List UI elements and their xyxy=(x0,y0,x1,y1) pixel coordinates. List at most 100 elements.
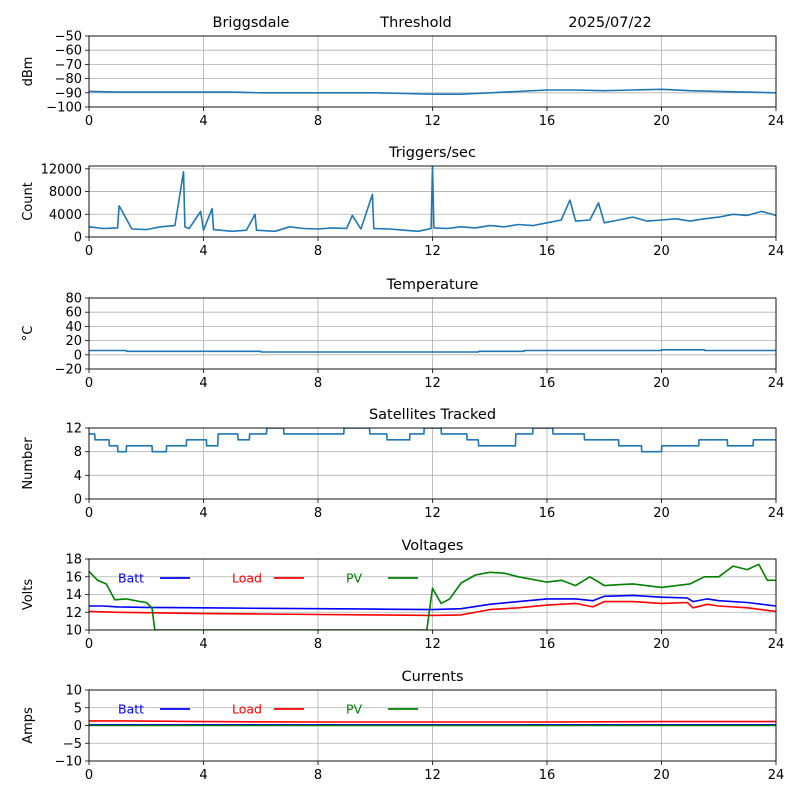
y-tick-label: 40 xyxy=(65,320,82,335)
series-line xyxy=(89,166,776,233)
y-tick-label: −60 xyxy=(55,44,82,59)
x-tick-label: 20 xyxy=(653,506,670,521)
x-tick-label: 16 xyxy=(539,244,556,259)
x-tick-label: 16 xyxy=(539,376,556,391)
legend-label: Batt xyxy=(118,702,144,717)
x-tick-label: 8 xyxy=(314,376,322,391)
x-tick-label: 0 xyxy=(85,114,93,129)
x-tick-label: 12 xyxy=(424,768,441,783)
y-axis-label: Amps xyxy=(21,707,36,744)
legend-label: PV xyxy=(346,571,363,586)
series-line xyxy=(89,428,776,453)
x-tick-label: 20 xyxy=(653,114,670,129)
plot-frame xyxy=(88,427,777,500)
x-tick-label: 0 xyxy=(85,768,93,783)
x-tick-label: 24 xyxy=(768,506,785,521)
y-tick-label: 0 xyxy=(74,719,82,734)
x-tick-label: 8 xyxy=(314,506,322,521)
x-tick-label: 24 xyxy=(768,244,785,259)
x-tick-label: 12 xyxy=(424,114,441,129)
y-tick-label: 12000 xyxy=(41,162,82,177)
x-tick-label: 16 xyxy=(539,506,556,521)
y-axis-label: °C xyxy=(21,326,36,342)
y-tick-label: 10 xyxy=(65,624,82,639)
x-tick-label: 24 xyxy=(768,637,785,652)
x-tick-label: 24 xyxy=(768,376,785,391)
y-tick-label: 20 xyxy=(65,334,82,349)
y-tick-label: 80 xyxy=(65,292,82,307)
x-tick-label: 12 xyxy=(424,244,441,259)
x-tick-label: 4 xyxy=(199,637,207,652)
x-tick-label: 8 xyxy=(314,637,322,652)
x-tick-label: 4 xyxy=(199,114,207,129)
x-tick-label: 0 xyxy=(85,244,93,259)
y-tick-label: −5 xyxy=(63,737,82,752)
y-tick-label: −80 xyxy=(55,72,82,87)
mode-label: Threshold xyxy=(379,15,451,31)
x-tick-label: 24 xyxy=(768,768,785,783)
x-tick-label: 4 xyxy=(199,244,207,259)
x-tick-label: 0 xyxy=(85,637,93,652)
y-tick-label: −50 xyxy=(55,30,82,45)
y-tick-label: 8000 xyxy=(49,185,82,200)
series-line xyxy=(89,563,776,630)
x-tick-label: 24 xyxy=(768,114,785,129)
legend-label: Batt xyxy=(118,571,144,586)
plot-frame xyxy=(88,689,777,762)
series-line xyxy=(89,720,776,723)
plot-frame xyxy=(88,35,777,108)
plot-frame xyxy=(88,297,777,370)
y-tick-label: −70 xyxy=(55,58,82,73)
x-tick-label: 12 xyxy=(424,506,441,521)
x-tick-label: 16 xyxy=(539,637,556,652)
x-tick-label: 16 xyxy=(539,768,556,783)
y-tick-label: −90 xyxy=(55,86,82,101)
series-line xyxy=(89,88,776,95)
x-tick-label: 4 xyxy=(199,376,207,391)
date-label: 2025/07/22 xyxy=(568,15,652,31)
x-tick-label: 20 xyxy=(653,637,670,652)
y-tick-label: 12 xyxy=(65,606,82,621)
y-tick-label: 4000 xyxy=(49,208,82,223)
x-tick-label: 20 xyxy=(653,376,670,391)
x-tick-label: 12 xyxy=(424,637,441,652)
y-tick-label: 12 xyxy=(65,422,82,437)
plot-frame xyxy=(88,558,777,631)
legend-label: Load xyxy=(232,571,262,586)
plot-frame xyxy=(88,165,777,238)
y-tick-label: 16 xyxy=(65,570,82,585)
panel-title: Voltages xyxy=(402,538,464,554)
y-axis-label: Count xyxy=(21,182,36,221)
y-tick-label: 10 xyxy=(65,684,82,699)
y-tick-label: 18 xyxy=(65,553,82,568)
x-tick-label: 12 xyxy=(424,376,441,391)
panel-title: Triggers/sec xyxy=(388,145,476,161)
panel-title: Satellites Tracked xyxy=(369,407,496,423)
legend-label: PV xyxy=(346,702,363,717)
y-axis-label: dBm xyxy=(21,57,36,87)
x-tick-label: 0 xyxy=(85,506,93,521)
legend-label: Load xyxy=(232,702,262,717)
y-tick-label: −20 xyxy=(55,363,82,378)
x-tick-label: 8 xyxy=(314,114,322,129)
x-tick-label: 4 xyxy=(199,506,207,521)
y-tick-label: −100 xyxy=(46,101,82,116)
station-name: Briggsdale xyxy=(213,15,290,31)
series-line xyxy=(89,600,776,617)
y-tick-label: −10 xyxy=(55,755,82,770)
panel-title: Currents xyxy=(401,669,463,685)
x-tick-label: 20 xyxy=(653,244,670,259)
x-tick-label: 4 xyxy=(199,768,207,783)
y-axis-label: Number xyxy=(21,437,36,490)
series-line xyxy=(89,348,776,353)
y-tick-label: 4 xyxy=(74,469,82,484)
x-tick-label: 20 xyxy=(653,768,670,783)
series-line xyxy=(89,594,776,611)
y-tick-label: 14 xyxy=(65,588,82,603)
x-tick-label: 16 xyxy=(539,114,556,129)
x-tick-label: 8 xyxy=(314,768,322,783)
y-axis-label: Volts xyxy=(21,579,36,611)
y-tick-label: 60 xyxy=(65,306,82,321)
